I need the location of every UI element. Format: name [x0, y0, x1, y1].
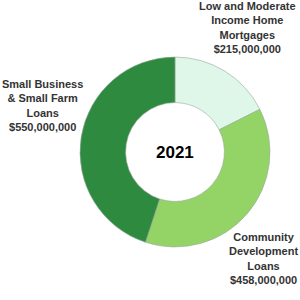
svg-text:CommunityDevelopmentLoans$458,: CommunityDevelopmentLoans$458,000,000 — [229, 231, 298, 286]
svg-text:Small Business& Small FarmLoan: Small Business& Small FarmLoans$550,000,… — [2, 78, 83, 133]
svg-text:2021: 2021 — [156, 143, 194, 162]
svg-text:Low and ModerateIncome HomeMor: Low and ModerateIncome HomeMortgages$215… — [199, 0, 296, 55]
